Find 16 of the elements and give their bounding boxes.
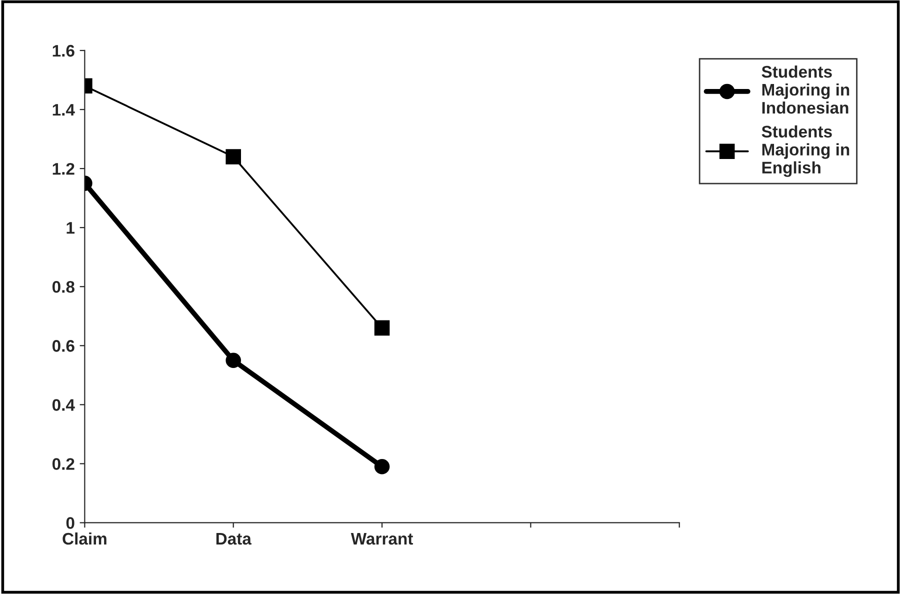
y-tick-label: 0.2 <box>52 458 74 470</box>
y-tick-label: 1.6 <box>52 44 74 57</box>
y-tick-label: 1.4 <box>52 104 75 116</box>
y-tick-label: 0.6 <box>52 340 74 352</box>
x-tick-label: Warrant <box>350 533 413 545</box>
legend-label: Students Majoring in Indonesian <box>762 65 850 114</box>
y-tick-label: 0.8 <box>52 281 74 293</box>
x-tick-label: Data <box>216 533 252 545</box>
y-tick-label: 0 <box>66 517 74 529</box>
legend-label: Students Majoring in English <box>762 125 850 177</box>
x-tick-label: Claim <box>62 532 106 545</box>
point <box>374 320 390 336</box>
y-tick-label: 1 <box>66 222 75 234</box>
point <box>374 459 390 474</box>
y-tick-label: 0.4 <box>52 399 75 411</box>
y-tick-label: 1.2 <box>52 162 74 175</box>
